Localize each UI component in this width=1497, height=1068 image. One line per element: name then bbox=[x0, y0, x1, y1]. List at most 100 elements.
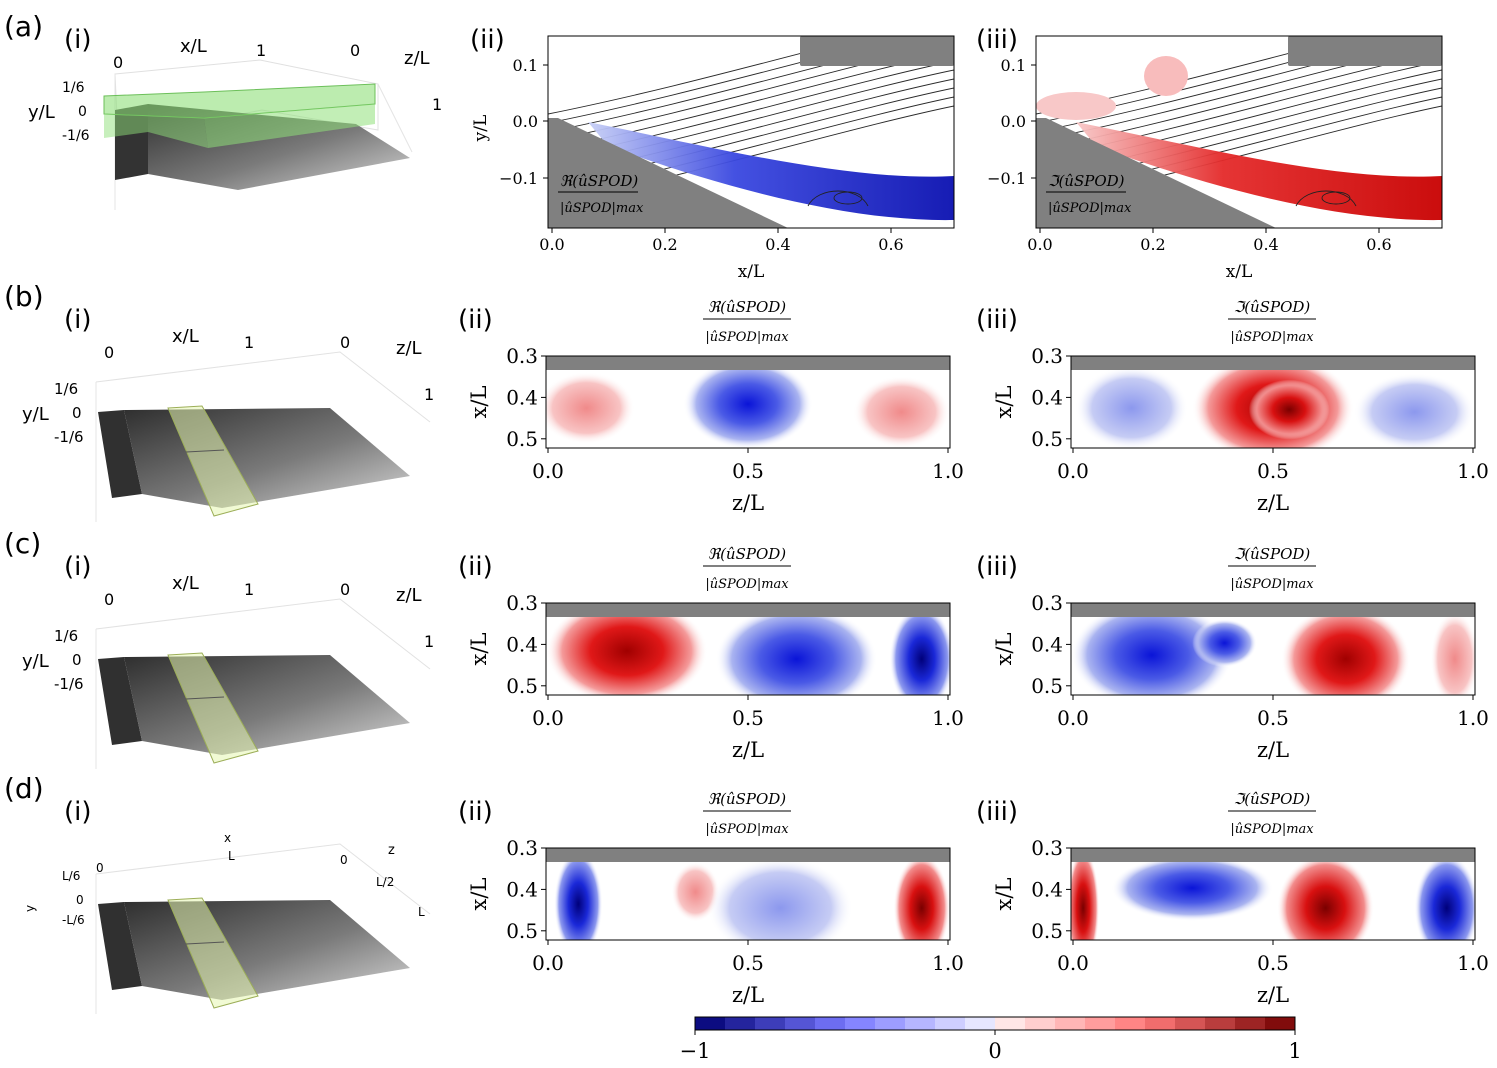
tick-label-y: 0.1 bbox=[1001, 56, 1026, 75]
tick-label-y: 0.4 bbox=[506, 632, 538, 656]
mode-blob bbox=[683, 359, 813, 448]
tick-label-x: 0.0 bbox=[1057, 951, 1089, 975]
colorbar-tick-label: 1 bbox=[1288, 1039, 1301, 1063]
plot-area bbox=[1071, 603, 1475, 695]
axis-label-y: x/L bbox=[467, 386, 491, 419]
tick-label-x: 0.0 bbox=[532, 706, 564, 730]
panel-iii: 0.0 0.5 1.0 z/L 0.3 0.4 0.5 x/L bbox=[992, 836, 1489, 1007]
panel-label-iii: (iii) bbox=[976, 552, 1018, 582]
tick-label-y: 0.4 bbox=[1031, 632, 1063, 656]
row-b: (b) (i) x/L z/L y/L 0 1 0 1 1/6 0 -1/6 (ii) (iii) ℜ(ûS… bbox=[4, 280, 1489, 522]
colorbar-segment bbox=[845, 1017, 876, 1030]
axis-label-z: z/L bbox=[396, 585, 422, 606]
tick-x: 1 bbox=[256, 41, 266, 60]
mode-blob bbox=[1281, 605, 1411, 695]
tick-label-y: 0.5 bbox=[506, 674, 538, 698]
axes-box bbox=[95, 598, 431, 670]
tick-label-x: 0.0 bbox=[1057, 459, 1089, 483]
row-label: (c) bbox=[4, 527, 41, 560]
highlight-plane-right bbox=[204, 104, 375, 148]
colorbar-segment bbox=[1115, 1017, 1146, 1030]
axis-label-x: z/L bbox=[732, 983, 764, 1007]
axis-label-x: x bbox=[224, 831, 231, 845]
axes-box bbox=[95, 351, 431, 423]
mode-label-denominator: |ûSPOD|max bbox=[560, 201, 644, 216]
tick-label-x: 0.5 bbox=[732, 459, 764, 483]
tick-x: 0 bbox=[113, 53, 123, 72]
plot-area bbox=[546, 848, 950, 940]
plot-area bbox=[546, 356, 950, 448]
plot-area bbox=[546, 603, 950, 695]
schematic-3d: x/L z/L y/L 0 1 0 1 1/6 0 -1/6 bbox=[22, 573, 434, 769]
tick-z: 0 bbox=[350, 41, 360, 60]
colorbar-segment bbox=[785, 1017, 816, 1030]
axis-label-x: x/L bbox=[1226, 262, 1253, 282]
tick-label-y: 0.3 bbox=[506, 344, 538, 368]
tick-label-x: 0.0 bbox=[1027, 235, 1052, 254]
mode-blob bbox=[1036, 92, 1116, 120]
mode-blob bbox=[1414, 854, 1475, 940]
tick-x: 1 bbox=[244, 333, 254, 352]
step-face bbox=[98, 902, 142, 990]
mode-blob bbox=[1075, 366, 1189, 448]
top-wall bbox=[1071, 603, 1475, 617]
mode-blob bbox=[889, 605, 950, 695]
mode-label-numerator: ℑ(ûSPOD) bbox=[1234, 790, 1311, 808]
colorbar-tick-label: −1 bbox=[680, 1039, 711, 1063]
top-wall bbox=[546, 848, 950, 862]
axis-label-y: y/L bbox=[22, 404, 49, 425]
axis-label-y: y/L bbox=[22, 651, 49, 672]
schematic-3d: x/L z/L y/L 0 1 0 1 1/6 0 -1/6 bbox=[28, 36, 442, 210]
measurement-plane bbox=[167, 897, 259, 1009]
axis-label-x: x/L bbox=[738, 262, 765, 282]
row-label: (d) bbox=[4, 772, 44, 805]
plane-edge bbox=[185, 449, 225, 453]
mode-blob bbox=[893, 854, 950, 940]
tick-label-y: 0.3 bbox=[1031, 836, 1063, 860]
step-face bbox=[98, 410, 142, 498]
tick-label-x: 0.4 bbox=[1253, 235, 1278, 254]
colorbar-segment bbox=[1085, 1017, 1116, 1030]
mode-blob bbox=[554, 850, 603, 940]
panel-label-ii: (ii) bbox=[458, 552, 493, 582]
panel-label-ii: (ii) bbox=[458, 797, 493, 827]
axis-label-y: y/L bbox=[28, 102, 55, 123]
mode-label-numerator: ℜ(ûSPOD) bbox=[708, 790, 786, 808]
contour bbox=[807, 190, 869, 207]
colorbar-segment bbox=[1235, 1017, 1266, 1030]
tick-label-x: 1.0 bbox=[1457, 459, 1489, 483]
mode-label-numerator: ℑ(ûSPOD) bbox=[1048, 172, 1125, 190]
tick-label-x: 0.5 bbox=[1257, 459, 1289, 483]
streamline bbox=[548, 36, 908, 124]
axis-label-z: z/L bbox=[404, 48, 430, 69]
axis-label-x: x/L bbox=[172, 573, 199, 594]
panel-a-ii: ℜ(ûSPOD) |ûSPOD|max bbox=[547, 35, 955, 229]
mode-blob bbox=[715, 605, 878, 695]
colorbar-segment bbox=[1025, 1017, 1056, 1030]
tick-label-x: 1.0 bbox=[1457, 706, 1489, 730]
colorbar-segment bbox=[935, 1017, 966, 1030]
colorbar-segment bbox=[1205, 1017, 1236, 1030]
tick-label-x: 0.5 bbox=[732, 706, 764, 730]
row-c: (c) (i) x/L z/L y/L 0 1 0 1 1/6 0 -1/6 (ii) (iii) ℜ(ûS… bbox=[4, 527, 1489, 769]
axis-label-z: z bbox=[388, 843, 395, 858]
tick-z: 0 bbox=[340, 333, 350, 352]
tick-label-x: 0.5 bbox=[1257, 951, 1289, 975]
axes-edge bbox=[377, 83, 413, 153]
mode-blob bbox=[1111, 855, 1273, 921]
tick-y: -1/6 bbox=[54, 428, 84, 446]
tick-label-x: 0.2 bbox=[652, 235, 677, 254]
tick-label-y: 0.5 bbox=[1031, 919, 1063, 943]
ramp-surface bbox=[124, 655, 410, 755]
plane-edge bbox=[185, 941, 225, 945]
tick-x: 0 bbox=[104, 343, 114, 362]
mode-blob bbox=[1071, 848, 1100, 940]
tick-label-x: 1.0 bbox=[1457, 951, 1489, 975]
mode-blob bbox=[853, 376, 950, 448]
contour bbox=[1321, 191, 1351, 205]
tick-label-x: 1.0 bbox=[932, 459, 964, 483]
mode-label-numerator: ℑ(ûSPOD) bbox=[1234, 545, 1311, 563]
tick-label-x: 0.0 bbox=[1057, 706, 1089, 730]
tick-label-y: 0.4 bbox=[1031, 877, 1063, 901]
